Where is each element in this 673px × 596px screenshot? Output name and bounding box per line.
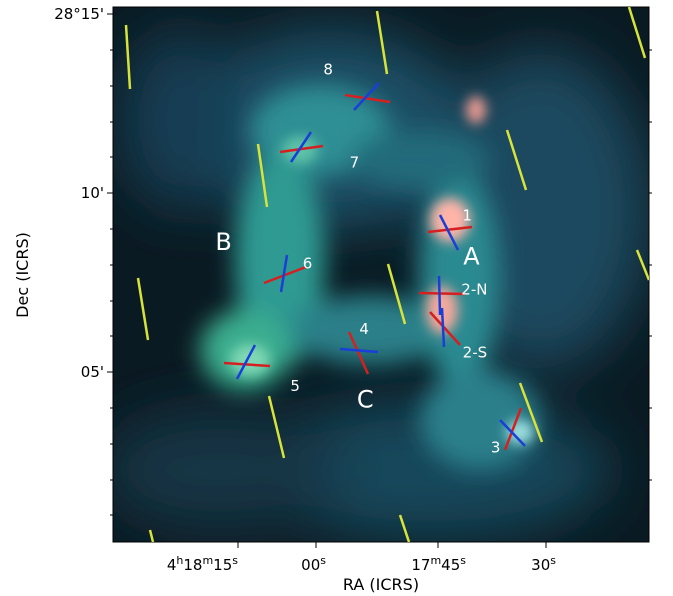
field-vector: [256, 143, 269, 208]
field-vector: [124, 24, 132, 90]
source-label: 8: [323, 60, 333, 78]
source-marker-4: [339, 331, 379, 375]
minor-ticks: [110, 49, 652, 516]
field-vector: [386, 263, 407, 325]
y-axis-title: Dec (ICRS): [13, 232, 32, 318]
x-axis-title: RA (ICRS): [343, 575, 419, 594]
y-tick-label: 10': [81, 184, 104, 202]
field-vector: [505, 129, 528, 191]
source-marker-7: [279, 131, 324, 163]
source-label: 4: [359, 320, 369, 338]
source-marker-8: [344, 82, 391, 111]
region-label: C: [357, 386, 374, 414]
source-label: 5: [290, 377, 300, 395]
source-label: 6: [303, 254, 313, 272]
field-vector: [148, 529, 155, 542]
field-vector: [136, 277, 150, 341]
field-vector: [627, 7, 647, 59]
region-label: A: [463, 242, 480, 270]
source-label: 2-S: [463, 344, 487, 362]
source-marker-1: [427, 214, 473, 251]
y-tick-label: 28°15': [54, 5, 104, 23]
x-tick-label: 4h18m15s: [167, 554, 238, 574]
plot-frame: [112, 6, 650, 543]
source-marker-3: [499, 407, 526, 451]
source-label: 2-N: [461, 280, 487, 298]
field-vector: [375, 10, 389, 75]
field-vectors: [124, 7, 649, 542]
source-marker-2-N: [418, 275, 466, 316]
field-vector: [518, 382, 544, 443]
axis-ticks: [107, 13, 547, 548]
region-label: B: [215, 228, 231, 256]
source-markers: [223, 82, 526, 451]
x-tick-label: 17m45s: [411, 554, 466, 574]
source-label: 1: [462, 207, 472, 225]
source-marker-2-S: [429, 307, 461, 348]
x-tick-label: 00s: [301, 554, 326, 574]
field-vector: [267, 395, 286, 459]
source-label: 7: [350, 154, 360, 172]
field-vector: [398, 514, 411, 542]
source-marker-5: [223, 344, 271, 380]
source-label: 3: [491, 439, 501, 457]
source-marker-6: [263, 254, 307, 293]
field-vector: [635, 249, 649, 281]
x-tick-label: 30s: [531, 554, 556, 574]
y-tick-label: 05': [81, 363, 104, 381]
